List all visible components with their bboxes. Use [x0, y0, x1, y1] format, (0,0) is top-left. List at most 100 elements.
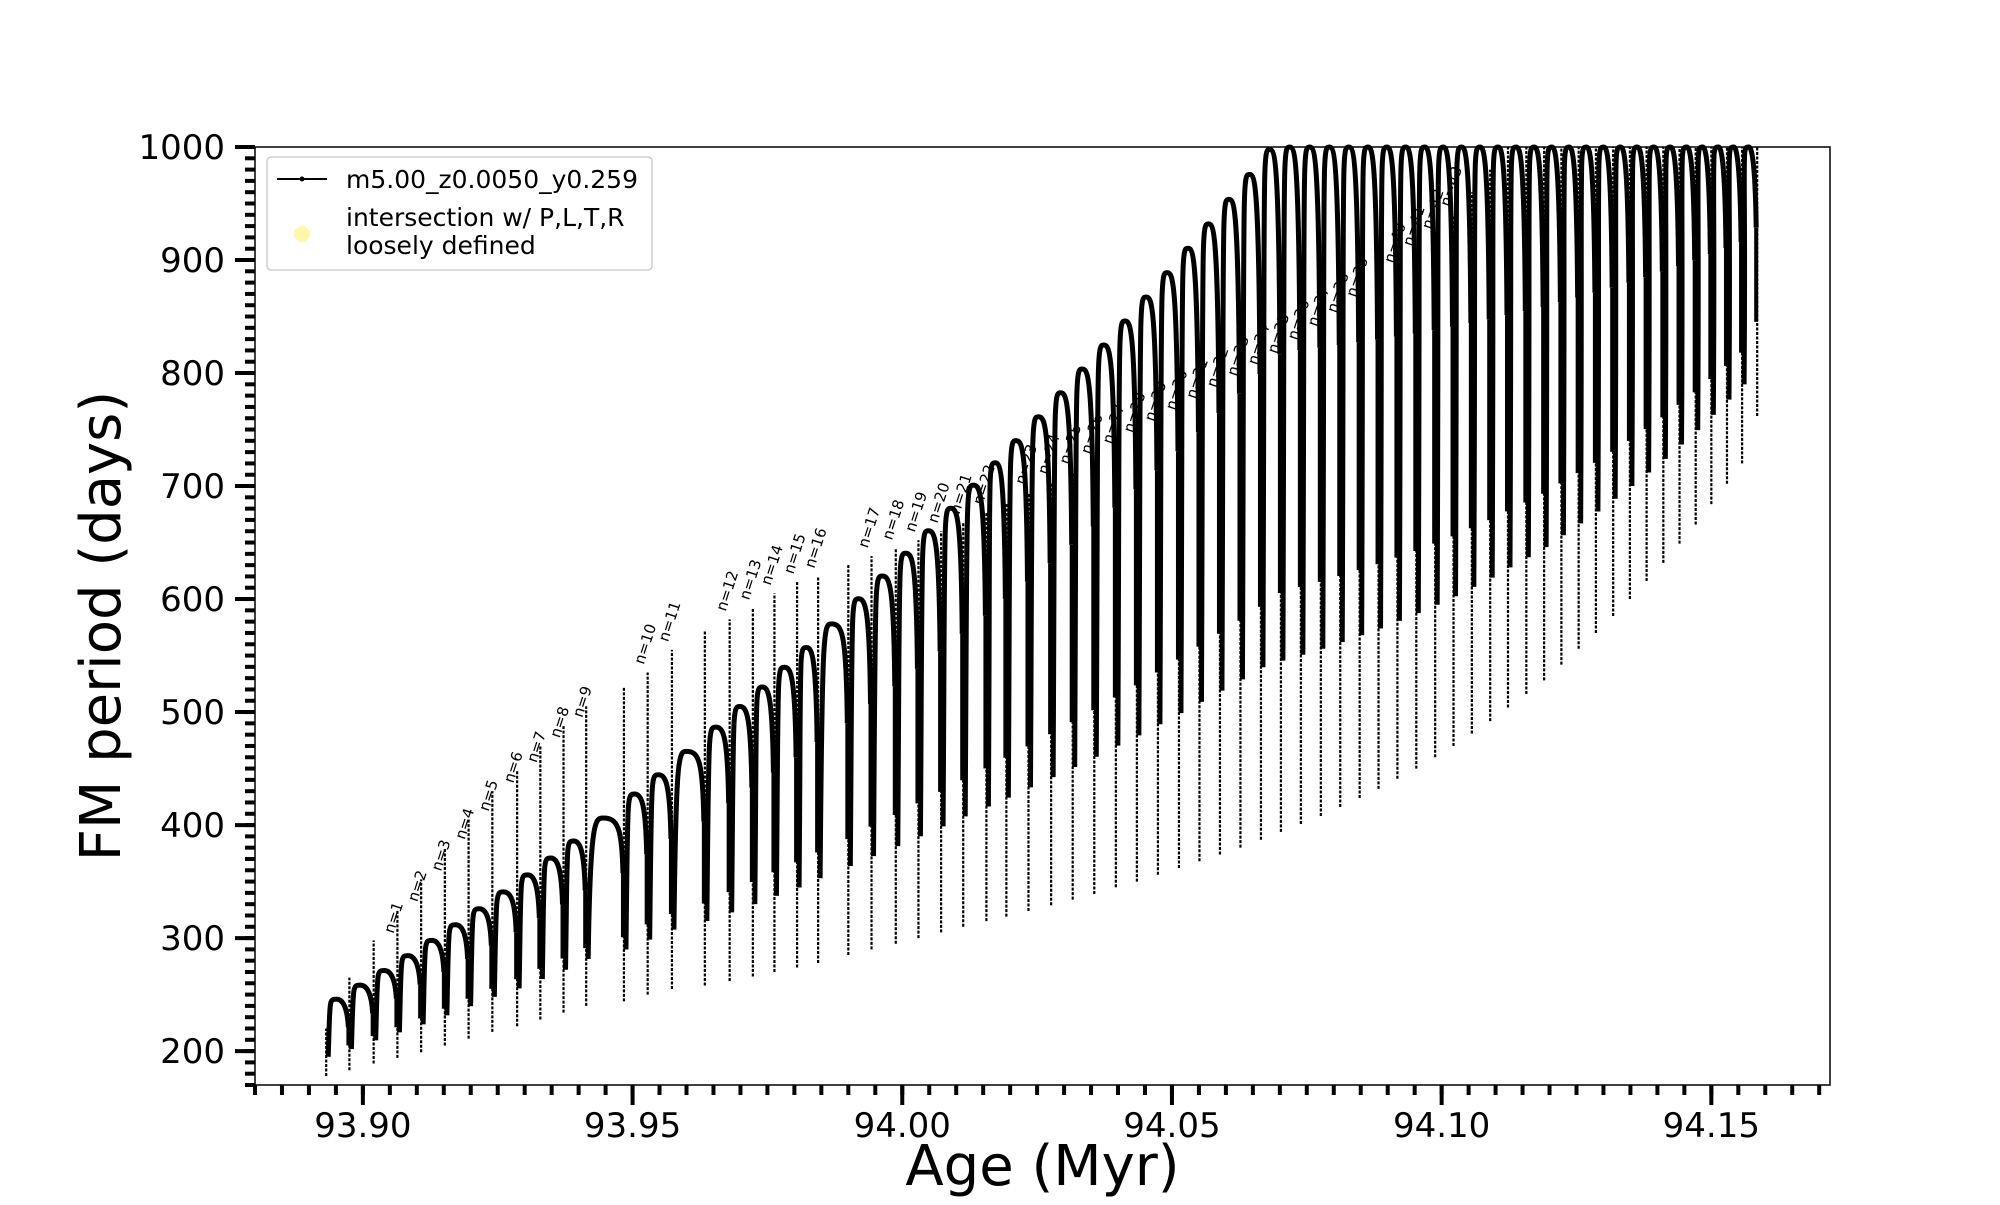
series-pulse-cycle [1072, 366, 1096, 768]
series-pulse-cycle [962, 482, 988, 817]
series-pulse-cycle [396, 953, 423, 1033]
series-pulse-cycle [985, 460, 1008, 807]
mode-label-annotation: n=16 [801, 526, 831, 571]
series-pulse-cycle [1027, 414, 1053, 788]
legend-entry-intersection-line1: intersection w/ P,L,T,R [346, 203, 625, 232]
y-tick-label: 1000 [138, 128, 225, 168]
series-pulse-cycle [1507, 144, 1528, 568]
series-pulse-cycle [444, 922, 471, 1016]
series-pulse-cycle [1695, 144, 1713, 431]
mode-label-annotation: n=22 [969, 462, 999, 507]
mode-label-annotation: n=3 [428, 838, 455, 874]
series-pulse-cycle [1239, 171, 1263, 680]
y-tick-label: 200 [160, 1032, 225, 1072]
y-tick-label: 900 [160, 241, 225, 281]
series-pulse-cycle [1339, 144, 1362, 643]
series-pulse-cycle [671, 748, 707, 930]
series-pulse-cycle [1453, 144, 1474, 597]
series-pulse-cycle [1280, 144, 1303, 661]
series-pulse-cycle [1320, 144, 1342, 649]
series-pulse-cycle [623, 791, 650, 950]
x-tick-label: 94.10 [1393, 1106, 1490, 1146]
series-pulse-cycle [1578, 144, 1598, 524]
mode-label-annotation: n=5 [475, 778, 502, 814]
mode-label-annotation: n=9 [569, 684, 596, 720]
series-pulse-cycle [817, 621, 850, 879]
y-tick-label: 400 [160, 806, 225, 846]
series-pulse-cycle [1198, 221, 1222, 702]
series-pulse-cycle [1378, 144, 1399, 629]
axes-layer: 93.90 93.95 94.00 94.05 94.10 94.15 200 300 400 5… [138, 128, 1822, 1146]
mode-label-annotation: n=39 [1342, 254, 1372, 299]
series-pulse-cycle [1543, 144, 1563, 548]
series-pulse-cycle [940, 505, 965, 827]
series-pulse-cycle [847, 596, 874, 866]
legend: m5.00_z0.0050_y0.259 intersection w/ P,L… [266, 156, 653, 271]
series-pulse-cycle [729, 704, 755, 913]
series-pulse-cycle [585, 815, 626, 959]
x-tick-label: 93.95 [584, 1106, 681, 1146]
series-pulse-cycle [1178, 245, 1201, 714]
series-pulse-cycle [1662, 144, 1682, 459]
mode-label-annotation: n=6 [500, 749, 527, 785]
series-pulse-cycle [1612, 144, 1632, 499]
series-pulse-cycle [348, 982, 376, 1050]
series-pulse-cycle [1489, 144, 1510, 578]
series-pulse-cycle [1471, 144, 1492, 587]
mode-label-annotation: n=8 [546, 704, 573, 740]
series-pulse-cycle [468, 906, 494, 1007]
series-pulse-cycle [325, 996, 351, 1057]
series-pulse-cycle [1415, 144, 1437, 614]
series-pulse-cycle [1136, 294, 1160, 736]
series-pulse-cycle [1093, 342, 1118, 757]
series-pulse-cycle [1595, 144, 1615, 512]
series-pulse-cycle [1629, 144, 1649, 487]
x-tick-label: 94.05 [1123, 1106, 1220, 1146]
series-pulse-cycle [1157, 270, 1181, 725]
series-layer [325, 144, 1759, 1076]
series-pulse-cycle [917, 528, 943, 837]
series-pulse-cycle [1560, 144, 1581, 536]
mode-label-annotation: n=10 [630, 622, 660, 667]
series-pulse-cycle [704, 724, 732, 921]
x-tick-label: 94.00 [854, 1106, 951, 1146]
y-tick-label: 600 [160, 580, 225, 620]
y-tick-label: 700 [160, 467, 225, 507]
mode-label-annotation: n=4 [451, 806, 478, 842]
y-tick-label: 300 [160, 919, 225, 959]
series-pulse-cycle [796, 644, 820, 888]
series-pulse-cycle [895, 550, 920, 847]
series-pulse-cycle [647, 772, 674, 940]
series-pulse-cycle [1679, 144, 1698, 445]
series-pulse-cycle [516, 872, 542, 989]
series-pulse-cycle [1219, 196, 1242, 691]
plot-area-frame [254, 146, 1831, 1086]
legend-box [266, 156, 653, 271]
mode-label-annotation: n=1 [380, 900, 407, 936]
mode-label-annotation: n=17 [854, 505, 884, 550]
y-tick-label: 500 [160, 693, 225, 733]
y-tick-label: 800 [160, 354, 225, 394]
series-pulse-cycle [871, 573, 898, 857]
x-axis-label: Age (Myr) [905, 1134, 1179, 1199]
series-pulse-cycle [1005, 438, 1030, 798]
series-pulse-cycle [1260, 147, 1283, 668]
legend-entry-series: m5.00_z0.0050_y0.259 [346, 165, 638, 194]
series-pulse-cycle [373, 967, 399, 1041]
series-pulse-cycle [1050, 390, 1075, 778]
series-pulse-cycle [1726, 144, 1744, 400]
series-pulse-cycle [563, 838, 588, 970]
series-pulse-cycle [1359, 144, 1381, 636]
legend-dot-marker [299, 176, 305, 182]
series-pulse-cycle [1646, 144, 1665, 473]
series-pulse-cycle [491, 889, 519, 997]
legend-entry-intersection-line2: loosely defined [346, 231, 536, 260]
series-pulse-cycle [752, 684, 776, 905]
series-pulse-cycle [1396, 144, 1418, 621]
legend-intersection-marker [294, 226, 310, 242]
series-pulse-cycle [1300, 144, 1323, 655]
mode-label-annotation: n=11 [655, 599, 685, 644]
mode-label-annotation: n=2 [404, 868, 431, 904]
series-pulse-cycle [1115, 318, 1139, 746]
